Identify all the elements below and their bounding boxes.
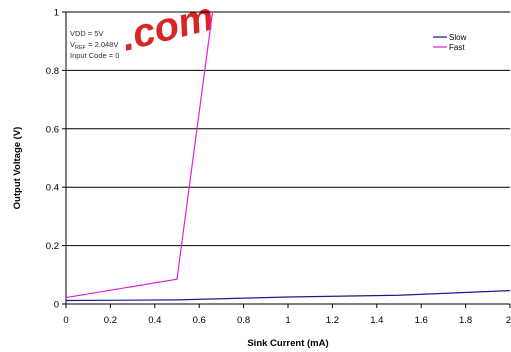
x-axis-title: Sink Current (mA) <box>247 338 328 349</box>
y-axis-title: Output Voltage (V) <box>12 127 23 210</box>
y-tick-label: 0.8 <box>46 66 59 77</box>
grid <box>66 11 510 247</box>
series-line-slow <box>65 289 511 302</box>
x-tick-label: 0.4 <box>148 315 161 326</box>
x-tick-label: 0.2 <box>104 315 117 326</box>
x-tick-label: 1.2 <box>326 315 339 326</box>
x-tick-label: 1.6 <box>415 315 428 326</box>
x-tick-label: 1.8 <box>459 315 472 326</box>
annotation-vref-sub: REF <box>75 45 87 51</box>
legend-label-fast: Fast <box>449 43 465 52</box>
x-tick-label: 1 <box>285 315 290 326</box>
series-line-fast <box>65 11 214 299</box>
annotation-vref: VREF = 2.048V <box>70 40 118 51</box>
x-tick-label: 2 <box>506 315 511 326</box>
y-tick-label: 0.6 <box>46 124 59 135</box>
y-ticks: 0 0.2 0.4 0.6 0.8 1 <box>46 8 66 311</box>
watermark: .com <box>117 0 218 60</box>
x-tick-label: 0 <box>63 315 68 326</box>
x-tick-label: 1.4 <box>370 315 383 326</box>
annotation-input-code: Input Code = 0 <box>70 51 119 60</box>
x-ticks: 0 0.2 0.4 0.6 0.8 1 1.2 1.4 1.6 1.8 2 <box>63 304 511 326</box>
annotation-vref-main: V <box>70 40 75 49</box>
y-tick-label: 0 <box>54 300 59 311</box>
x-tick-label: 0.6 <box>193 315 206 326</box>
y-tick-label: 0.4 <box>46 183 59 194</box>
y-tick-label: 1 <box>54 8 59 19</box>
annotation-vref-value: = 2.048V <box>86 40 118 49</box>
series-group <box>65 11 511 302</box>
annotation-vdd: VDD = 5V <box>70 29 104 38</box>
legend-label-slow: Slow <box>449 33 467 42</box>
y-tick-label: 0.2 <box>46 241 59 252</box>
x-tick-label: 0.8 <box>237 315 250 326</box>
